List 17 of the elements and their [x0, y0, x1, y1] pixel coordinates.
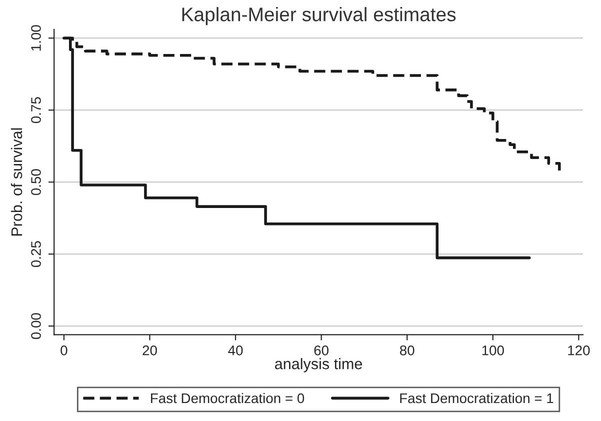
legend-label: Fast Democratization = 0 — [151, 392, 304, 404]
x-tick-label: 120 — [568, 345, 590, 356]
y-tick-label: 0.50 — [31, 169, 41, 196]
legend-label: Fast Democratization = 1 — [400, 392, 554, 404]
y-tick-label: 0.25 — [31, 241, 41, 268]
y-tick-label: 0.75 — [31, 97, 41, 124]
y-axis-title: Prob. of survival — [10, 128, 22, 236]
x-tick-label: 60 — [314, 345, 328, 356]
y-tick-label: 1.00 — [31, 25, 41, 51]
x-tick-label: 20 — [142, 345, 157, 356]
x-tick-label: 40 — [228, 345, 243, 356]
chart-title: Kaplan-Meier survival estimates — [182, 7, 456, 26]
x-tick-label: 0 — [60, 345, 68, 356]
x-axis-title: analysis time — [275, 358, 362, 372]
x-tick-label: 100 — [482, 345, 504, 356]
y-tick-label: 0.00 — [31, 313, 41, 340]
x-tick-label: 80 — [400, 345, 414, 356]
